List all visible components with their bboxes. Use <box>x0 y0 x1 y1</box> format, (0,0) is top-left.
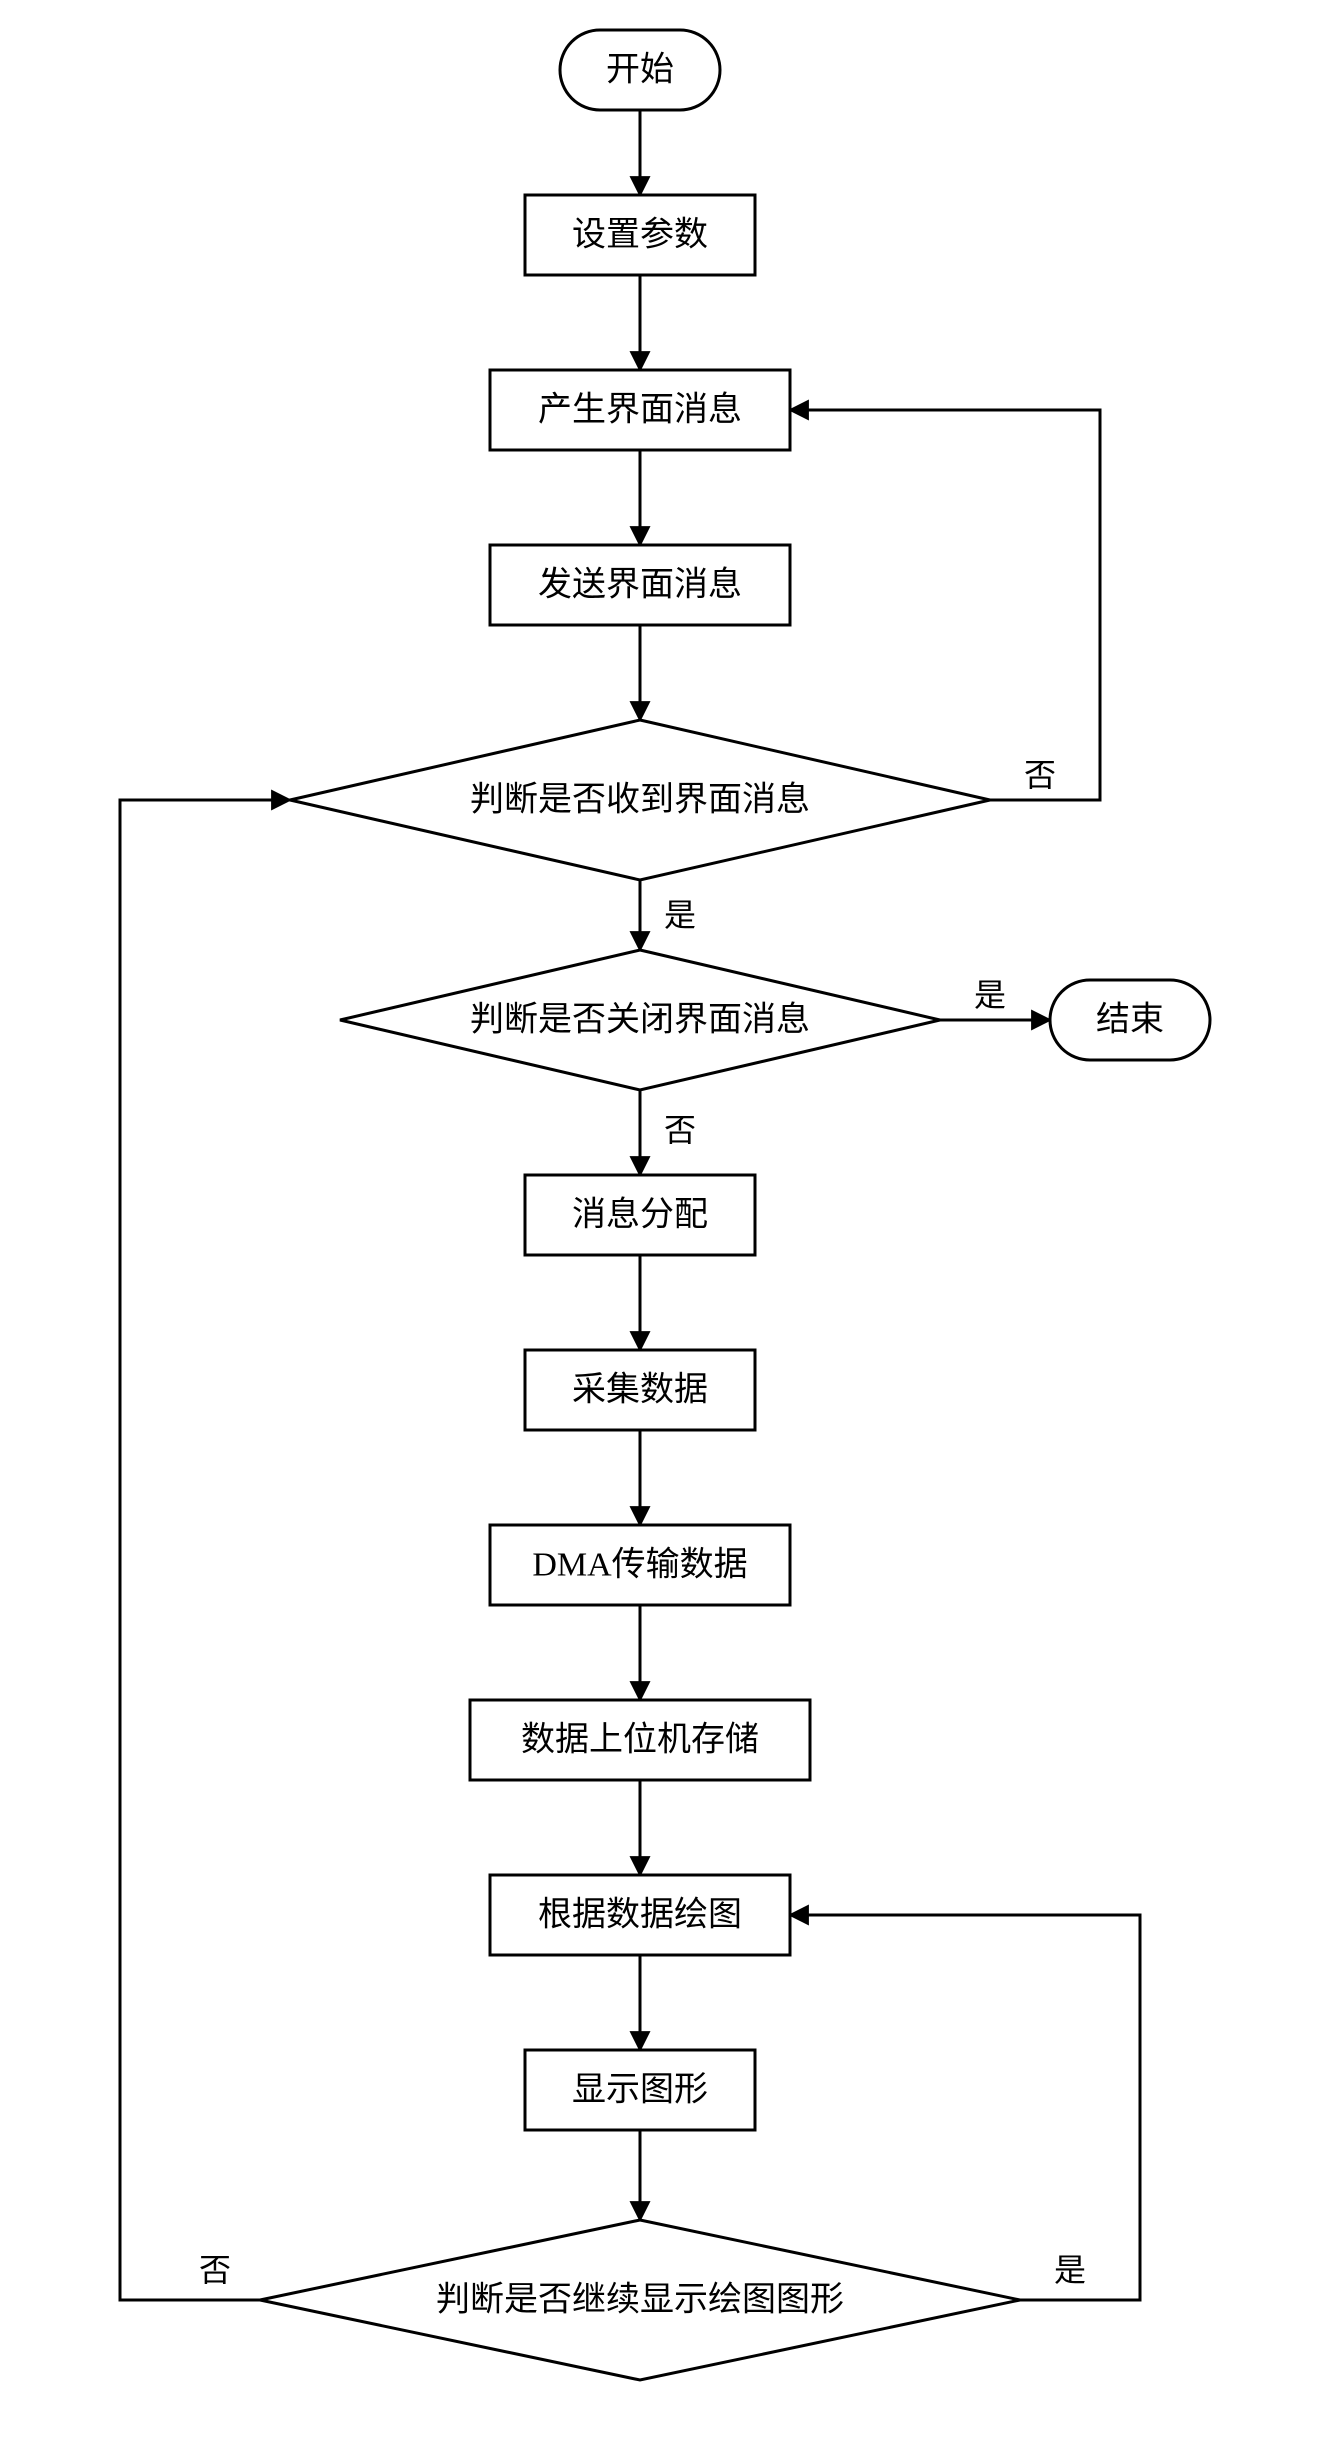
flowchart: 是否是否是否开始设置参数产生界面消息发送界面消息判断是否收到界面消息判断是否关闭… <box>0 0 1333 2437</box>
node-label-n2: 产生界面消息 <box>538 391 742 429</box>
node-label-n7: 数据上位机存储 <box>521 1721 759 1759</box>
edge-label-d2-n4: 否 <box>664 1112 696 1148</box>
node-label-d1: 判断是否收到界面消息 <box>470 781 810 819</box>
edge-d3-d1 <box>120 800 290 2300</box>
node-label-n9: 显示图形 <box>572 2072 708 2109</box>
node-label-end: 结束 <box>1096 1001 1164 1039</box>
edge-label-d3-d1: 否 <box>199 2252 231 2288</box>
node-label-n3: 发送界面消息 <box>538 566 742 604</box>
edge-d1-n2 <box>790 410 1100 800</box>
edge-label-d3-n8: 是 <box>1054 2252 1086 2288</box>
edge-label-d1-d2: 是 <box>664 897 696 933</box>
edge-d3-n8 <box>790 1915 1140 2300</box>
node-label-n8: 根据数据绘图 <box>538 1896 742 1934</box>
node-label-n1: 设置参数 <box>572 216 708 254</box>
node-label-d2: 判断是否关闭界面消息 <box>470 1001 810 1039</box>
node-label-start: 开始 <box>606 51 674 89</box>
node-label-n6: DMA传输数据 <box>532 1546 747 1584</box>
edge-label-d2-end: 是 <box>974 977 1006 1013</box>
node-label-d3: 判断是否继续显示绘图图形 <box>436 2281 844 2319</box>
node-label-n5: 采集数据 <box>572 1371 708 1409</box>
edge-label-d1-n2: 否 <box>1024 757 1056 793</box>
node-label-n4: 消息分配 <box>572 1196 708 1234</box>
